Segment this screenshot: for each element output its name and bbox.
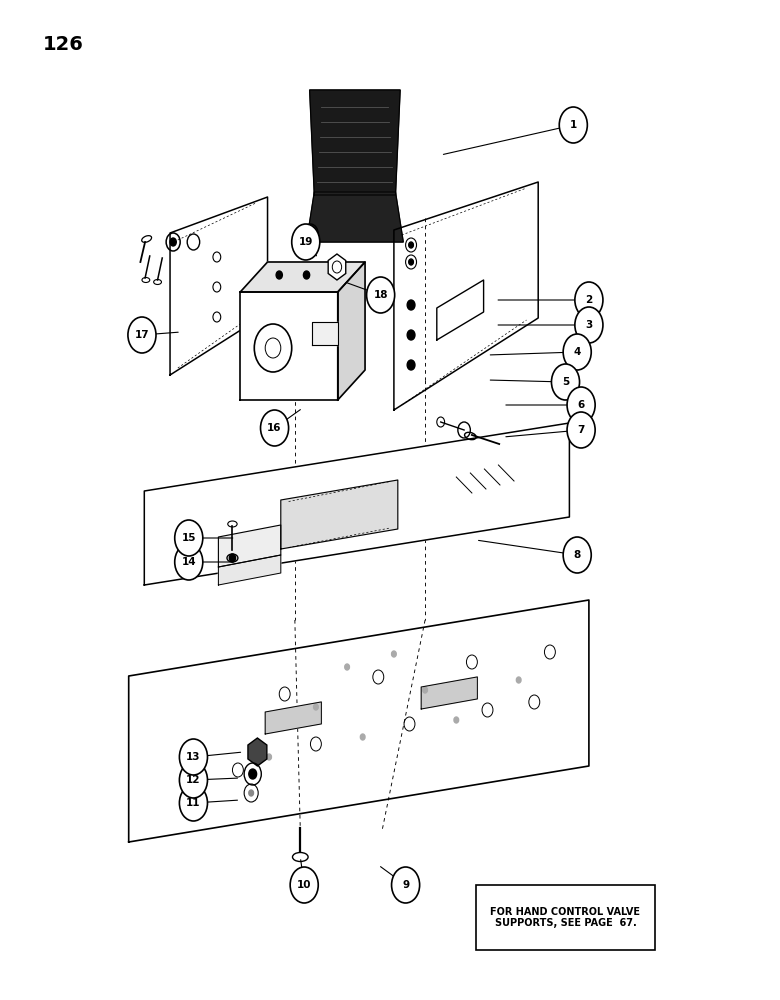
Polygon shape (281, 480, 398, 549)
Circle shape (575, 307, 603, 343)
Circle shape (314, 704, 318, 710)
Polygon shape (310, 90, 400, 195)
Circle shape (360, 734, 365, 740)
Circle shape (407, 300, 415, 310)
Text: 10: 10 (297, 880, 311, 890)
Circle shape (409, 259, 413, 265)
Text: 2: 2 (585, 295, 593, 305)
Circle shape (454, 717, 459, 723)
Text: 126: 126 (43, 35, 83, 54)
Circle shape (179, 785, 207, 821)
Polygon shape (240, 292, 338, 400)
Circle shape (367, 277, 395, 313)
Polygon shape (394, 182, 538, 410)
Text: 1: 1 (569, 120, 577, 130)
Circle shape (559, 107, 587, 143)
Circle shape (516, 677, 521, 683)
Circle shape (345, 664, 349, 670)
Circle shape (575, 282, 603, 318)
Polygon shape (437, 280, 484, 340)
Polygon shape (421, 677, 477, 709)
Circle shape (170, 238, 176, 246)
Circle shape (423, 687, 427, 693)
Polygon shape (129, 600, 589, 842)
Text: 6: 6 (577, 400, 585, 410)
Circle shape (276, 271, 282, 279)
Text: 15: 15 (182, 533, 196, 543)
FancyBboxPatch shape (476, 885, 655, 950)
Text: 18: 18 (374, 290, 388, 300)
Text: 11: 11 (186, 798, 200, 808)
Circle shape (392, 867, 420, 903)
Text: FOR HAND CONTROL VALVE
SUPPORTS, SEE PAGE  67.: FOR HAND CONTROL VALVE SUPPORTS, SEE PAG… (491, 907, 640, 928)
Text: 14: 14 (182, 557, 196, 567)
Circle shape (567, 387, 595, 423)
Polygon shape (218, 525, 281, 567)
Text: 8: 8 (573, 550, 581, 560)
Polygon shape (265, 702, 321, 734)
Text: 7: 7 (577, 425, 585, 435)
Circle shape (567, 412, 595, 448)
Circle shape (175, 520, 203, 556)
Circle shape (261, 410, 289, 446)
Circle shape (290, 867, 318, 903)
Text: 13: 13 (186, 752, 200, 762)
Text: 12: 12 (186, 775, 200, 785)
Polygon shape (312, 322, 338, 345)
Circle shape (303, 271, 310, 279)
Text: 17: 17 (135, 330, 149, 340)
Circle shape (179, 739, 207, 775)
Circle shape (267, 754, 271, 760)
Text: 3: 3 (585, 320, 593, 330)
Polygon shape (248, 738, 267, 766)
Circle shape (249, 769, 257, 779)
Text: 4: 4 (573, 347, 581, 357)
Text: 5: 5 (562, 377, 569, 387)
Circle shape (392, 651, 396, 657)
Circle shape (407, 360, 415, 370)
Polygon shape (338, 262, 365, 400)
Circle shape (409, 242, 413, 248)
Polygon shape (328, 254, 346, 280)
Circle shape (551, 364, 580, 400)
Text: 16: 16 (268, 423, 282, 433)
Text: 9: 9 (402, 880, 410, 890)
Circle shape (179, 762, 207, 798)
Circle shape (407, 330, 415, 340)
Polygon shape (170, 197, 268, 375)
Circle shape (128, 317, 156, 353)
Circle shape (229, 554, 236, 562)
Circle shape (563, 537, 591, 573)
Circle shape (249, 790, 254, 796)
Polygon shape (218, 555, 281, 585)
Text: 19: 19 (299, 237, 313, 247)
Polygon shape (144, 423, 569, 585)
Circle shape (175, 544, 203, 580)
Circle shape (563, 334, 591, 370)
Circle shape (307, 230, 314, 238)
Polygon shape (240, 262, 365, 292)
Polygon shape (307, 192, 403, 242)
Ellipse shape (292, 852, 308, 861)
Circle shape (292, 224, 320, 260)
